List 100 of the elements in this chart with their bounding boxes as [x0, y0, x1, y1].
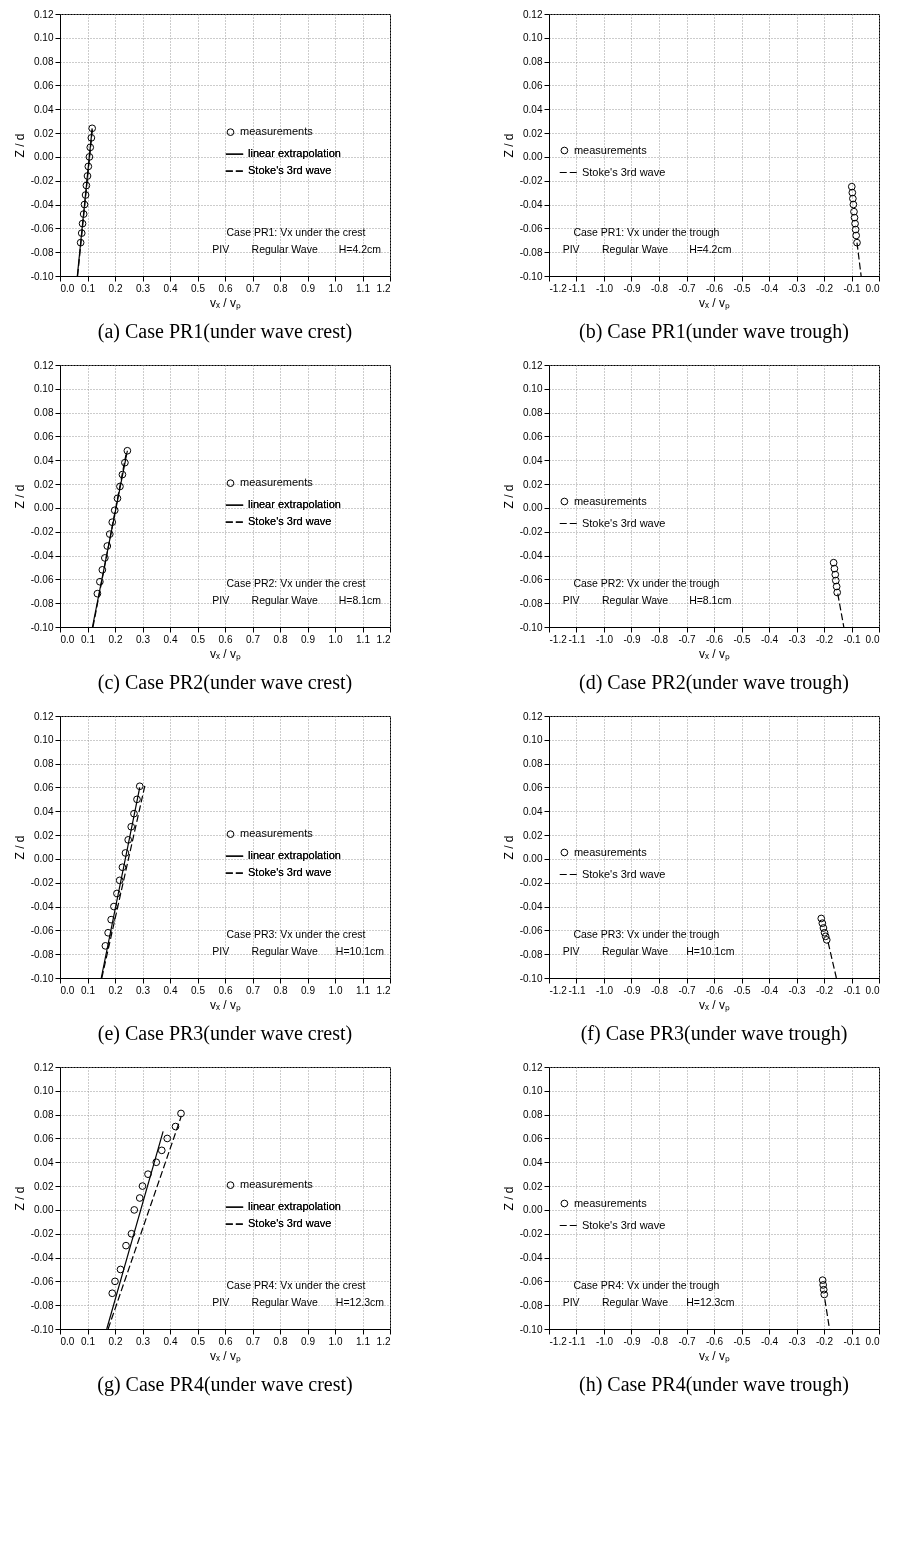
y-tick-label: 0.08: [523, 1109, 543, 1121]
y-tick-label: 0.00: [523, 853, 543, 865]
point: [110, 506, 119, 515]
point: [93, 589, 102, 598]
x-tick-label: -0.3: [788, 984, 807, 996]
x-tick-label: 0.5: [191, 984, 206, 996]
point: [852, 231, 861, 240]
point: [124, 836, 133, 844]
point: [848, 188, 857, 197]
y-tick-label: 0.12: [34, 359, 54, 371]
text: (h) Case PR4(under wave trough): [579, 1373, 849, 1396]
y-tick-label: 0.02: [523, 1180, 543, 1192]
y-tick-label: 0.08: [34, 1109, 54, 1121]
y-tick-label: 0.12: [523, 359, 543, 371]
point: [113, 889, 121, 898]
x-tick-label: -1.0: [595, 633, 614, 645]
legend-label: Stoke's 3rd wave: [248, 866, 332, 879]
legend-label: linear extrapolation: [248, 498, 341, 511]
x-tick-label: 0.8: [273, 984, 288, 996]
point: [138, 1182, 147, 1190]
x-tick-label: 0.3: [136, 1335, 151, 1347]
point: [122, 1241, 130, 1250]
x-tick-label: 0.8: [273, 633, 288, 645]
y-tick-label: -0.02: [30, 526, 54, 538]
x-tick-label: 0.0: [865, 633, 880, 645]
point: [851, 225, 860, 234]
x-tick-label: -1.1: [568, 984, 587, 996]
y-tick-label: -0.04: [519, 901, 543, 913]
y-tick-label: -0.10: [519, 621, 543, 633]
x-axis-title: vₓ / vₚ: [210, 295, 241, 310]
y-tick-label: 0.02: [34, 1180, 54, 1192]
x-tick-label: -0.8: [650, 282, 669, 294]
point: [96, 577, 104, 586]
x-tick-label: -0.1: [843, 984, 862, 996]
annotation: Regular Wave: [601, 1296, 669, 1309]
y-tick-label: 0.00: [34, 502, 54, 514]
y-tick-label: 0.10: [523, 383, 543, 395]
x-tick-label: 0.6: [218, 633, 233, 645]
y-tick-label: 0.06: [34, 781, 54, 793]
annotation: Regular Wave: [251, 243, 318, 256]
y-tick-label: 0.04: [34, 454, 54, 466]
point: [177, 1109, 185, 1118]
point: [121, 458, 129, 467]
point: [127, 1229, 136, 1238]
legend-label: measurements: [240, 1178, 314, 1191]
x-tick-label: -1.1: [568, 1335, 587, 1347]
annotation: Case PR2: Vx under the trough: [573, 577, 720, 590]
legend-label: linear extrapolation: [248, 1200, 341, 1213]
y-tick-label: -0.10: [30, 270, 54, 282]
x-tick-label: -0.5: [733, 633, 752, 645]
legend-label: measurements: [240, 476, 314, 489]
y-tick-label: -0.02: [519, 1228, 543, 1240]
point: [157, 1146, 166, 1155]
x-tick-label: -1.2: [549, 633, 568, 645]
point: [135, 782, 144, 791]
x-tick-label: 1.2: [376, 984, 391, 996]
x-tick-label: -0.7: [678, 633, 697, 645]
x-tick-label: 1.0: [328, 282, 343, 294]
y-tick-label: -0.04: [30, 1252, 54, 1264]
y-tick-label: 0.00: [523, 502, 543, 514]
annotation: PIV: [562, 243, 580, 256]
x-tick-label: 0.0: [865, 1335, 880, 1347]
y-tick-label: -0.02: [30, 175, 54, 187]
x-tick-label: -0.9: [623, 282, 642, 294]
x-tick-label: -0.7: [678, 282, 697, 294]
x-tick-label: 0.7: [246, 984, 261, 996]
y-tick-label: -0.06: [519, 1275, 543, 1287]
x-tick-label: 0.1: [81, 984, 96, 996]
x-tick-label: 0.1: [81, 1335, 96, 1347]
x-tick-label: -0.2: [815, 282, 834, 294]
point: [851, 219, 859, 228]
point: [152, 1158, 161, 1167]
y-tick-label: 0.06: [523, 781, 543, 793]
y-tick-label: -0.04: [519, 199, 543, 211]
x-tick-label: -1.1: [568, 633, 587, 645]
x-tick-label: 0.0: [865, 282, 880, 294]
point: [105, 530, 114, 538]
point: [163, 1134, 172, 1143]
y-tick-label: 0.10: [523, 32, 543, 44]
x-tick-label: -0.3: [788, 282, 807, 294]
annotation: Regular Wave: [601, 243, 669, 256]
y-tick-label: 0.12: [34, 1061, 54, 1073]
x-axis-title: vₓ / vₚ: [699, 1348, 730, 1363]
annotation: H=12.3cm: [335, 1296, 385, 1309]
legend-label: measurements: [240, 827, 314, 840]
y-tick-label: -0.08: [519, 246, 543, 258]
x-tick-label: 0.3: [136, 282, 151, 294]
x-tick-label: 0.2: [108, 1335, 123, 1347]
y-tick-label: -0.10: [30, 1323, 54, 1335]
y-tick-label: -0.06: [30, 924, 54, 936]
x-tick-label: 0.9: [301, 1335, 316, 1347]
y-tick-label: 0.08: [34, 407, 54, 419]
point: [110, 902, 118, 911]
point: [130, 1206, 139, 1214]
x-tick-label: 0.5: [191, 282, 206, 294]
x-tick-label: -1.1: [568, 282, 587, 294]
x-tick-label: 0.4: [163, 984, 178, 996]
point: [121, 849, 130, 857]
x-tick-label: 0.8: [273, 282, 288, 294]
point: [107, 915, 115, 924]
